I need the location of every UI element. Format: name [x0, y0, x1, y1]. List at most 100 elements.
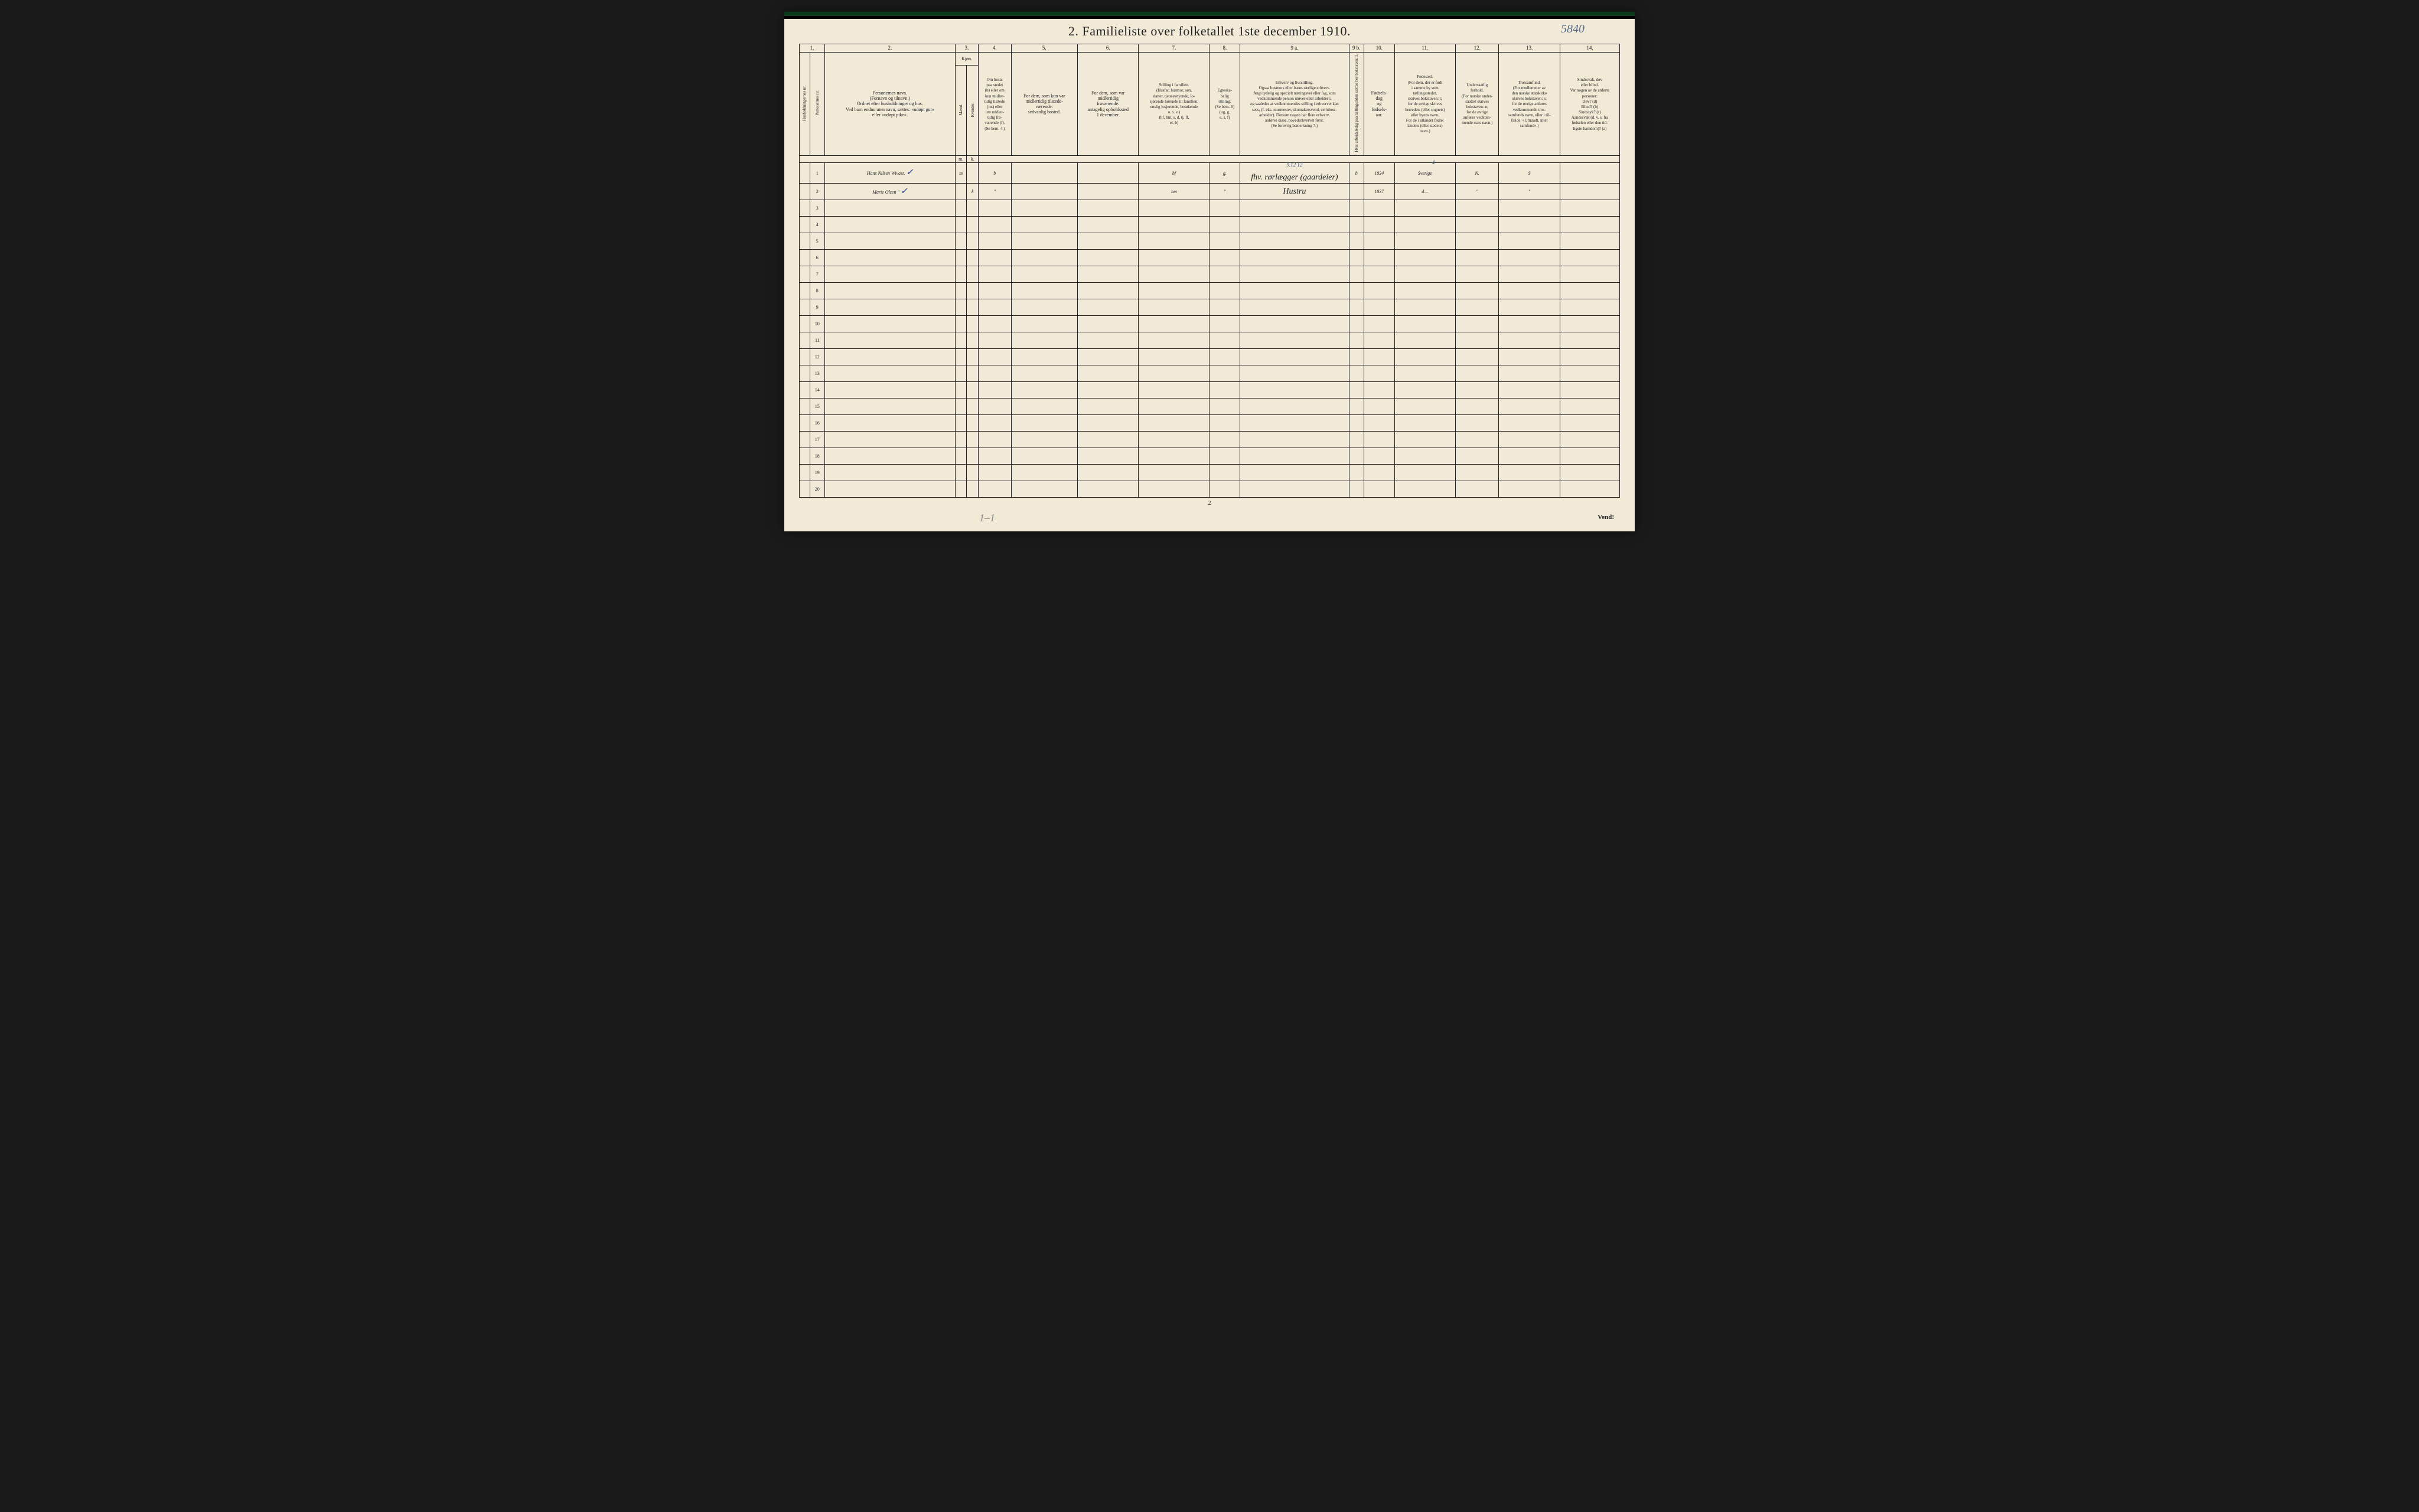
hdr-trossamfund: Trossamfund. (For medlemmer av den norsk…	[1499, 53, 1560, 156]
cell-person-nr: 1	[810, 163, 824, 184]
cell-empty	[1240, 233, 1349, 250]
cell-empty	[1210, 432, 1240, 448]
table-row: 7	[800, 266, 1620, 283]
cell-empty	[1349, 382, 1364, 399]
cell-empty	[1456, 200, 1499, 217]
cell-empty	[1499, 465, 1560, 481]
cell-empty	[1560, 250, 1619, 266]
cell-empty	[1240, 481, 1349, 498]
hdr-midl-fravar: For dem, som var midlertidig fraværende:…	[1077, 53, 1139, 156]
cell-hushold-nr	[800, 184, 810, 200]
cell-person-nr: 7	[810, 266, 824, 283]
cell-person-nr: 10	[810, 316, 824, 332]
cell-hushold-nr	[800, 316, 810, 332]
cell-empty	[979, 316, 1012, 332]
cell-empty	[1240, 217, 1349, 233]
cell-empty	[1364, 217, 1394, 233]
cell-empty	[1011, 465, 1077, 481]
cell-empty	[979, 299, 1012, 316]
cell-empty	[1210, 316, 1240, 332]
cell-empty	[1077, 382, 1139, 399]
cell-egte: "	[1210, 184, 1240, 200]
cell-empty	[1349, 365, 1364, 382]
colnum-11: 11.	[1394, 44, 1456, 53]
cell-bosat: "	[979, 184, 1012, 200]
cell-empty	[1560, 415, 1619, 432]
cell-empty	[1560, 349, 1619, 365]
cell-empty	[1011, 316, 1077, 332]
cell-empty	[967, 316, 979, 332]
cell-empty	[1240, 299, 1349, 316]
table-row: 6	[800, 250, 1620, 266]
cell-hushold-nr	[800, 332, 810, 349]
cell-empty	[1364, 283, 1394, 299]
hdr-person-nr: Personernes nr.	[810, 53, 824, 156]
cell-empty	[1560, 316, 1619, 332]
cell-empty	[967, 432, 979, 448]
cell-empty	[824, 266, 955, 283]
cell-tros: S	[1499, 163, 1560, 184]
cell-empty	[1349, 448, 1364, 465]
cell-midl-fravar	[1077, 184, 1139, 200]
top-border-strip	[784, 12, 1635, 19]
cell-empty	[1364, 332, 1394, 349]
cell-empty	[1139, 399, 1210, 415]
cell-empty	[979, 332, 1012, 349]
table-row: 20	[800, 481, 1620, 498]
cell-empty	[1499, 316, 1560, 332]
cell-empty	[1364, 316, 1394, 332]
cell-empty	[955, 432, 967, 448]
cell-empty	[1456, 283, 1499, 299]
cell-empty	[1210, 349, 1240, 365]
cell-fodselsaar: 1837	[1364, 184, 1394, 200]
cell-empty	[1011, 283, 1077, 299]
cell-empty	[1349, 415, 1364, 432]
cell-person-nr: 4	[810, 217, 824, 233]
cell-empty	[1349, 399, 1364, 415]
cell-hushold-nr	[800, 349, 810, 365]
cell-empty	[967, 448, 979, 465]
cell-empty	[1499, 283, 1560, 299]
cell-empty	[1210, 250, 1240, 266]
mk-spacer1	[800, 155, 956, 162]
cell-empty	[1394, 465, 1456, 481]
cell-empty	[1011, 365, 1077, 382]
cell-empty	[1139, 299, 1210, 316]
cell-empty	[1499, 250, 1560, 266]
cell-empty	[1394, 283, 1456, 299]
cell-empty	[1394, 432, 1456, 448]
colnum-8: 8.	[1210, 44, 1240, 53]
cell-bosat: b	[979, 163, 1012, 184]
cell-empty	[1011, 382, 1077, 399]
cell-empty	[1456, 316, 1499, 332]
cell-empty	[1394, 332, 1456, 349]
cell-person-nr: 14	[810, 382, 824, 399]
census-page: 2. Familieliste over folketallet 1ste de…	[784, 12, 1635, 531]
cell-empty	[824, 432, 955, 448]
cell-empty	[1011, 432, 1077, 448]
cell-hushold-nr	[800, 448, 810, 465]
cell-empty	[1394, 233, 1456, 250]
cell-empty	[824, 399, 955, 415]
cell-empty	[1560, 299, 1619, 316]
table-row: 19	[800, 465, 1620, 481]
hdr-fodested: Fødested. (For dem, der er født i samme …	[1394, 53, 1456, 156]
cell-empty	[1077, 399, 1139, 415]
cell-empty	[1139, 316, 1210, 332]
cell-empty	[979, 349, 1012, 365]
cell-empty	[979, 415, 1012, 432]
cell-empty	[1456, 448, 1499, 465]
cell-empty	[1077, 250, 1139, 266]
cell-empty	[1394, 250, 1456, 266]
cell-empty	[1364, 399, 1394, 415]
cell-empty	[824, 382, 955, 399]
cell-sex-m: m	[955, 163, 967, 184]
cell-hushold-nr	[800, 481, 810, 498]
table-row: 16	[800, 415, 1620, 432]
cell-empty	[1349, 233, 1364, 250]
cell-empty	[1011, 299, 1077, 316]
cell-hushold-nr	[800, 415, 810, 432]
cell-empty	[955, 233, 967, 250]
table-row: 8	[800, 283, 1620, 299]
cell-empty	[1499, 266, 1560, 283]
